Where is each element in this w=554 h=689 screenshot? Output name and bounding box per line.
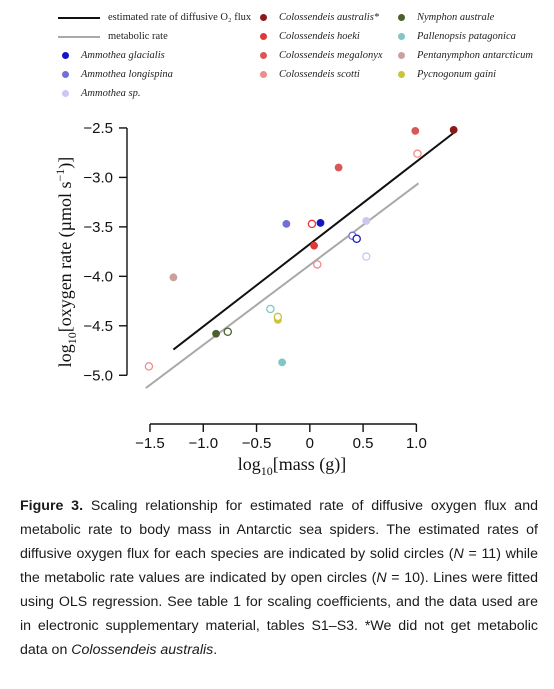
legend-label: estimated rate of diffusive O₂ flux — [108, 12, 252, 23]
metabolic-rate-point — [413, 149, 422, 158]
chart-axes: −2.5 −3.0 −3.5 −4.0 −4.5 −5.0 −1.5 −1.0 −0.5 0 0.5… — [83, 120, 426, 452]
x-tick-label: 0 — [306, 435, 314, 452]
legend-item: Ammothea sp. — [58, 88, 141, 99]
diffusive-flux-point — [310, 241, 318, 250]
diffusive-flux-point — [316, 219, 325, 227]
x-tick-label: 0.5 — [353, 435, 374, 452]
figure-label: Figure 3. — [20, 498, 84, 514]
metabolic-rate-point — [352, 234, 361, 243]
legend-dot-swatch — [62, 90, 69, 97]
legend-item: Colossendeis scotti — [256, 69, 360, 80]
diffusive-flux-point — [212, 329, 220, 338]
metabolic-rate-point — [313, 260, 322, 269]
diffusive-flux-point — [411, 127, 420, 135]
legend-dot-swatch — [260, 52, 267, 59]
metabolic-rate-point — [362, 252, 371, 261]
x-tick-label: −1.0 — [188, 435, 218, 452]
legend-dot-swatch — [260, 33, 267, 40]
diffusive-flux-point — [282, 220, 291, 228]
legend-item: Nymphon australe — [394, 12, 494, 23]
legend-dot-swatch — [62, 71, 69, 78]
legend-label: Colossendeis hoeki — [279, 31, 360, 42]
legend-dot-swatch — [260, 14, 267, 21]
legend-dot-swatch — [398, 71, 405, 78]
legend-item: Pallenopsis patagonica — [394, 31, 516, 42]
legend-label: Colossendeis scotti — [279, 69, 360, 80]
legend-label: metabolic rate — [108, 31, 168, 42]
legend-item: Pycnogonum gaini — [394, 69, 496, 80]
x-tick-label: −0.5 — [242, 435, 272, 452]
fit-line — [145, 182, 420, 389]
x-axis-label: log10[mass (g)] — [238, 454, 347, 478]
y-tick-label: −3.5 — [83, 219, 113, 236]
diffusive-flux-point — [169, 273, 178, 282]
legend-label: Pentanymphon antarcticum — [417, 50, 533, 61]
legend-label: Pallenopsis patagonica — [417, 31, 516, 42]
x-tick-label: 1.0 — [406, 435, 427, 452]
caption-text-a: Scaling relationship for estimated rate … — [20, 498, 538, 562]
diffusive-flux-point — [449, 126, 458, 134]
legend-item: estimated rate of diffusive O₂ flux — [58, 12, 251, 23]
diffusive-flux-point — [362, 217, 371, 225]
legend-item: metabolic rate — [58, 31, 168, 42]
legend-item: Colossendeis hoeki — [256, 31, 360, 42]
y-tick-label: −4.0 — [83, 268, 113, 285]
metabolic-rate-point — [266, 304, 275, 314]
legend-dot-swatch — [398, 14, 405, 21]
metabolic-rate-point — [273, 312, 283, 322]
legend-label: Ammothea sp. — [81, 88, 141, 99]
legend-dot-swatch — [398, 33, 405, 40]
fit-lines — [145, 132, 455, 389]
chart-legend: estimated rate of diffusive O₂ flux metab… — [58, 12, 548, 108]
legend-dot-swatch — [62, 52, 69, 59]
scatter-chart: −2.5 −3.0 −3.5 −4.0 −4.5 −5.0 −1.5 −1.0 −0.5 0 0.5… — [53, 120, 458, 478]
legend-label: Colossendeis australis* — [279, 12, 380, 23]
legend-line-swatch — [58, 35, 100, 38]
legend-label: Nymphon australe — [417, 12, 495, 23]
diffusive-flux-point — [278, 358, 287, 367]
y-tick-label: −4.5 — [83, 318, 113, 335]
legend-item: Ammothea glacialis — [58, 50, 165, 61]
legend-label: Colossendeis megalonyx — [279, 50, 383, 61]
metabolic-rate-point — [223, 327, 233, 336]
legend-item: Pentanymphon antarcticum — [394, 50, 533, 61]
x-tick-label: −1.5 — [135, 435, 165, 452]
metabolic-rate-point — [307, 219, 317, 229]
legend-label: Pycnogonum gaini — [417, 69, 497, 80]
legend-item: Ammothea longispina — [58, 69, 173, 80]
y-axis-label: log10[oxygen rate (µmol s−1)] — [53, 157, 79, 368]
metabolic-rate-point — [144, 362, 154, 371]
legend-label: Ammothea longispina — [81, 69, 173, 80]
y-tick-label: −5.0 — [83, 367, 113, 384]
y-tick-label: −3.0 — [83, 169, 113, 186]
legend-label: Ammothea glacialis — [81, 50, 165, 61]
data-points — [144, 126, 458, 371]
diffusive-flux-point — [334, 163, 343, 172]
legend-dot-swatch — [260, 71, 267, 78]
caption-species: Colossendeis australis — [71, 642, 214, 658]
legend-item: Colossendeis megalonyx — [256, 50, 383, 61]
legend-dot-swatch — [398, 52, 405, 59]
figure-caption: Figure 3. Scaling relationship for estim… — [20, 498, 538, 658]
legend-item: Colossendeis australis* — [256, 12, 379, 23]
y-tick-label: −2.5 — [83, 120, 113, 137]
fit-line — [172, 132, 455, 351]
legend-line-swatch — [58, 16, 100, 19]
